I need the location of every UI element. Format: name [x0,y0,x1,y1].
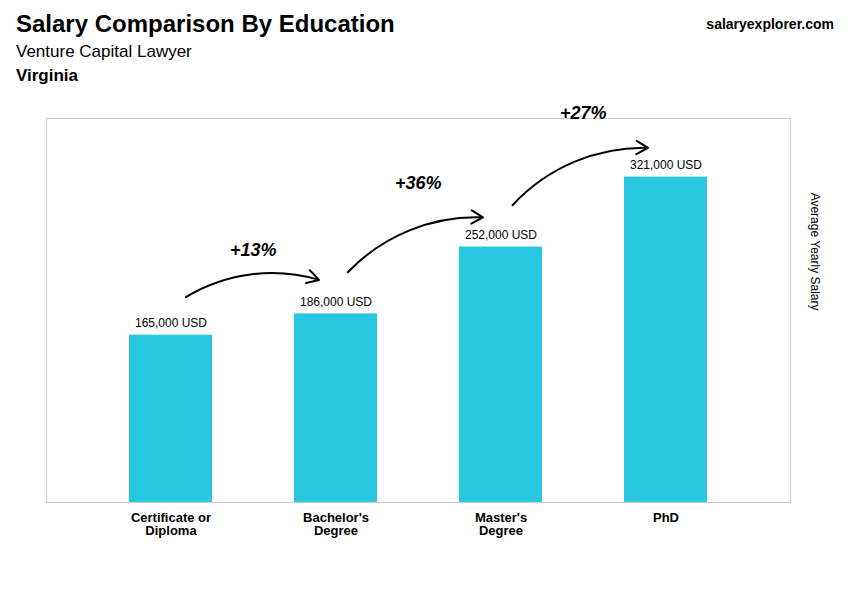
svg-text:Certificate orDiploma: Certificate orDiploma [131,510,211,538]
html-text:salary explorer.com: salary explorer.com [706,16,834,32]
html-text:Virginia: Virginia [16,66,78,85]
svg-text:165,000 USD: 165,000 USD [135,316,207,330]
svg-text:+13%: +13% [230,240,277,260]
svg-text:PhD: PhD [653,510,679,525]
svg-text:+36%: +36% [395,173,442,193]
svg-text:252,000 USD: 252,000 USD [465,228,537,242]
svg-text:Average Yearly Salary: Average Yearly Salary [808,193,822,311]
svg-text:Bachelor'sDegree: Bachelor'sDegree [303,510,369,538]
html-text:Venture Capital Lawyer: Venture Capital Lawyer [16,42,192,61]
svg-text:Master'sDegree: Master'sDegree [475,510,527,538]
svg-text:+27%: +27% [560,103,607,123]
svg-text:186,000 USD: 186,000 USD [300,295,372,309]
svg-text:321,000 USD: 321,000 USD [630,158,702,172]
html-text:Salary Comparison By Education: Salary Comparison By Education [16,10,395,37]
